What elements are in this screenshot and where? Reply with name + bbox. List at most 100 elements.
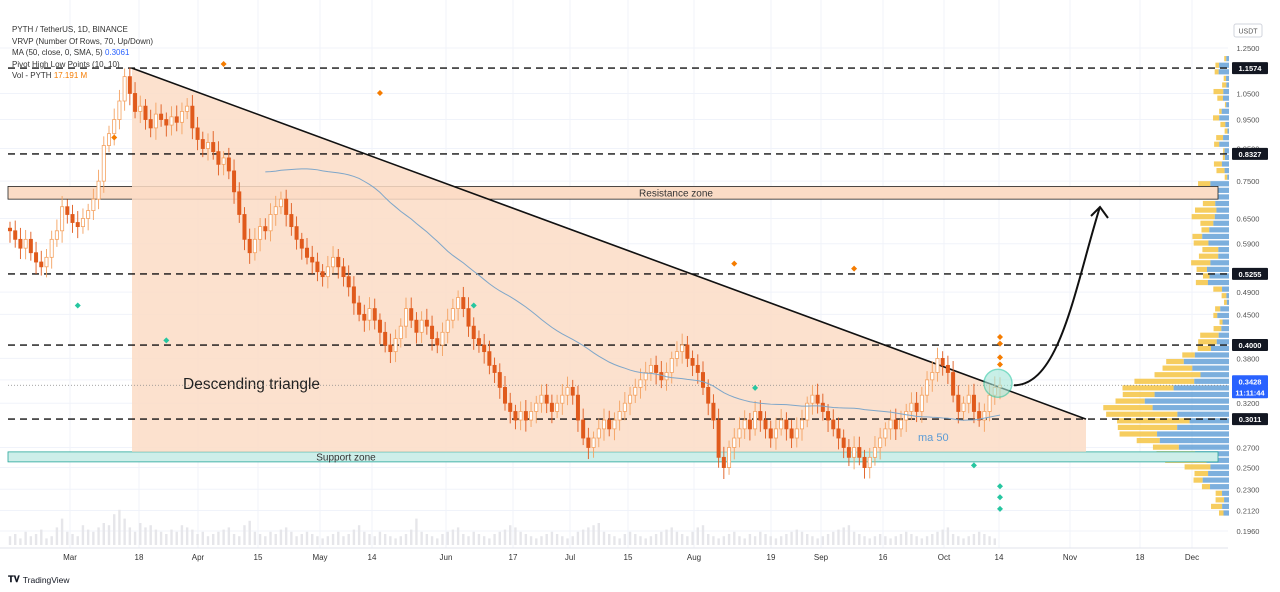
vp-bar-down bbox=[1221, 161, 1229, 167]
legend-symbol[interactable]: PYTH / TetherUS, 1D, BINANCE bbox=[12, 25, 128, 34]
volume-bar bbox=[941, 529, 944, 545]
volume-bar bbox=[201, 531, 204, 545]
volume-bar bbox=[946, 527, 950, 545]
volume-bar bbox=[983, 534, 986, 545]
candle-body bbox=[34, 252, 39, 263]
vp-bar-down bbox=[1224, 167, 1229, 174]
volume-bar bbox=[670, 527, 673, 545]
volume-bar bbox=[920, 538, 924, 545]
candle-body bbox=[7, 227, 12, 232]
volume-bar bbox=[373, 536, 376, 545]
legend-ma[interactable]: MA (50, close, 0, SMA, 5) 0.3061 bbox=[12, 47, 153, 59]
price-tick-label: 0.2120 bbox=[1237, 507, 1260, 516]
candle-body bbox=[768, 428, 773, 439]
volume-bar bbox=[60, 518, 64, 545]
candle-body bbox=[299, 238, 304, 249]
time-tick-label: May bbox=[312, 553, 327, 562]
price-label-text: 1.1574 bbox=[1239, 64, 1263, 73]
vp-bar-up bbox=[1220, 121, 1226, 128]
volume-bar bbox=[847, 525, 851, 545]
candle-body bbox=[143, 105, 148, 120]
vp-bar-down bbox=[1216, 207, 1229, 213]
volume-bar bbox=[123, 518, 126, 545]
volume-bars bbox=[8, 509, 996, 545]
volume-bar bbox=[493, 534, 496, 545]
price-label-box bbox=[1232, 413, 1268, 426]
candle-body bbox=[513, 411, 518, 421]
volume-bar bbox=[8, 536, 12, 545]
vp-bar-up bbox=[1224, 56, 1227, 62]
vp-bar-down bbox=[1194, 378, 1229, 384]
volume-bar bbox=[816, 538, 819, 545]
time-tick-label: Jun bbox=[440, 553, 453, 562]
price-axis-bg bbox=[1230, 0, 1280, 592]
candle-body bbox=[826, 411, 831, 421]
volume-bar bbox=[743, 538, 746, 545]
vp-bar-down bbox=[1192, 365, 1229, 371]
candle-body bbox=[205, 142, 210, 149]
price-label-box bbox=[1232, 386, 1268, 399]
candle-body bbox=[278, 198, 283, 208]
time-tick-label: 15 bbox=[624, 553, 633, 562]
time-tick-label: Dec bbox=[1185, 553, 1199, 562]
vp-bar-up bbox=[1122, 391, 1155, 398]
volume-bar bbox=[66, 531, 69, 545]
vp-bar-up bbox=[1162, 365, 1193, 371]
legend-ma-label: MA (50, close, 0, SMA, 5) bbox=[12, 48, 103, 57]
volume-bar bbox=[191, 529, 194, 545]
vp-bar-down bbox=[1226, 82, 1229, 88]
volume-bar bbox=[217, 531, 220, 545]
volume-bar bbox=[175, 531, 178, 545]
time-tick-label: Nov bbox=[1063, 553, 1077, 562]
volume-bar bbox=[852, 531, 856, 545]
volume-bar bbox=[774, 538, 778, 545]
candle-body bbox=[966, 394, 971, 404]
price-tick-label: 1.0500 bbox=[1237, 89, 1260, 98]
price-label-box bbox=[1232, 267, 1268, 280]
candle-body bbox=[169, 116, 174, 126]
candle-body bbox=[28, 238, 33, 254]
volume-bar bbox=[608, 534, 611, 545]
candle-body bbox=[393, 338, 398, 353]
vp-bar-up bbox=[1216, 135, 1224, 141]
vp-bar-down bbox=[1177, 411, 1229, 417]
volume-bar bbox=[86, 529, 90, 545]
tradingview-logo[interactable]: 𝐓𝐕 TradingView bbox=[8, 574, 70, 585]
candle-body bbox=[294, 226, 299, 240]
volume-bar bbox=[905, 531, 908, 545]
candle-body bbox=[107, 133, 112, 146]
vp-bar-down bbox=[1223, 88, 1229, 95]
candle-body bbox=[445, 319, 450, 333]
legend-vrvp[interactable]: VRVP (Number Of Rows, 70, Up/Down) bbox=[12, 36, 154, 46]
candle-body bbox=[252, 238, 257, 254]
candle-body bbox=[424, 319, 429, 327]
candle-body bbox=[925, 379, 930, 396]
volume-bar bbox=[222, 529, 225, 545]
volume-bar bbox=[284, 527, 288, 545]
candle-body bbox=[325, 266, 330, 278]
volume-bar bbox=[144, 527, 147, 545]
volume-bar bbox=[795, 529, 798, 545]
volume-bar bbox=[597, 523, 600, 545]
candle-body bbox=[789, 428, 794, 439]
candle-body bbox=[971, 394, 976, 412]
volume-bar bbox=[467, 536, 470, 545]
vp-bar-up bbox=[1191, 214, 1215, 220]
candle-body bbox=[179, 111, 184, 123]
vp-bar-up bbox=[1211, 503, 1223, 510]
candle-body bbox=[706, 387, 711, 404]
candle-body bbox=[497, 372, 502, 388]
vp-bar-down bbox=[1209, 227, 1229, 233]
candle-body bbox=[242, 214, 247, 240]
candle-body bbox=[701, 372, 706, 388]
legend-pivot[interactable]: Pivot High Low Points (10, 10) bbox=[12, 59, 120, 69]
legend-vol[interactable]: Vol - PYTH 17.191 M bbox=[12, 70, 153, 82]
candle-body bbox=[607, 419, 612, 430]
time-tick-label: Jul bbox=[565, 553, 575, 562]
volume-bar bbox=[613, 536, 616, 545]
candle-body bbox=[560, 394, 565, 404]
price-axis: USDT1.25001.05000.95000.85000.75000.6500… bbox=[1230, 0, 1280, 592]
vp-bar-up bbox=[1200, 220, 1214, 226]
price-label-text: 11:11:44 bbox=[1235, 388, 1265, 397]
